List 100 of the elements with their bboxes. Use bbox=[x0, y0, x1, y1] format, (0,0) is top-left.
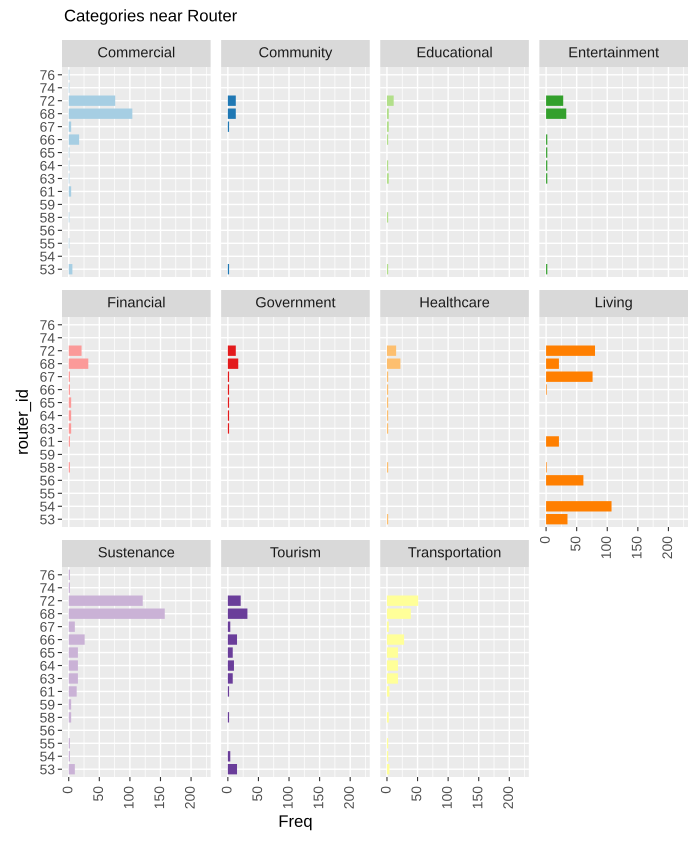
y-tick-label: 59 bbox=[40, 200, 54, 210]
bar bbox=[546, 436, 559, 447]
y-tick-label: 64 bbox=[40, 660, 55, 671]
bar bbox=[546, 514, 568, 524]
y-tick-label: 53 bbox=[40, 514, 54, 524]
y-tick-label: 68 bbox=[40, 609, 54, 619]
chart-title: Commercial bbox=[98, 46, 174, 58]
x-tick-label: 50 bbox=[93, 786, 104, 801]
bar bbox=[68, 596, 143, 606]
bar bbox=[228, 660, 234, 671]
bar bbox=[386, 673, 398, 684]
y-tick-label: 64 bbox=[40, 410, 55, 421]
y-tick-label: 61 bbox=[40, 686, 54, 697]
bar bbox=[386, 764, 390, 774]
chart-title: Healthcare bbox=[420, 296, 490, 308]
chart-title: Financial bbox=[108, 296, 165, 308]
x-tick-label: 150 bbox=[632, 536, 642, 558]
chart-title: Tourism bbox=[270, 546, 320, 558]
bar bbox=[386, 596, 418, 606]
bar bbox=[386, 647, 398, 658]
bar bbox=[68, 397, 72, 408]
bar bbox=[546, 346, 596, 356]
chart-title: Government bbox=[256, 297, 336, 308]
bar bbox=[228, 596, 241, 606]
y-tick-label: 54 bbox=[40, 502, 55, 512]
y-tick-label: 54 bbox=[40, 252, 55, 262]
y-tick-label: 56 bbox=[40, 226, 54, 236]
x-tick-label: 0 bbox=[62, 786, 72, 794]
y-tick-label: 65 bbox=[40, 398, 54, 408]
bar bbox=[68, 410, 72, 421]
x-tick-label: 200 bbox=[662, 536, 672, 558]
y-tick-label: 74 bbox=[40, 83, 55, 93]
chart-title: Transportation bbox=[408, 546, 500, 560]
chart-title: Community bbox=[259, 46, 332, 60]
bar bbox=[68, 186, 72, 197]
y-tick-label: 74 bbox=[40, 333, 55, 343]
bar bbox=[68, 686, 77, 697]
y-tick-label: 63 bbox=[40, 674, 54, 684]
bar bbox=[68, 673, 78, 684]
x-tick-label: 0 bbox=[540, 536, 550, 544]
bar bbox=[68, 634, 85, 645]
y-tick-label: 76 bbox=[40, 320, 54, 330]
bar bbox=[546, 358, 559, 369]
bar bbox=[68, 134, 80, 145]
bar bbox=[386, 634, 404, 645]
x-tick-label: 100 bbox=[282, 786, 293, 808]
bar bbox=[68, 699, 72, 710]
bar bbox=[386, 660, 398, 671]
bar bbox=[228, 764, 238, 774]
y-tick-label: 72 bbox=[40, 96, 54, 106]
bar bbox=[386, 686, 390, 697]
x-tick-label: 0 bbox=[222, 786, 232, 794]
y-tick-label: 53 bbox=[40, 764, 54, 774]
y-axis-title: router_id bbox=[16, 390, 32, 454]
y-tick-label: 66 bbox=[40, 134, 54, 145]
bar bbox=[68, 608, 165, 619]
x-tick-label: 0 bbox=[380, 786, 391, 794]
y-tick-label: 56 bbox=[40, 726, 54, 736]
x-tick-label: 100 bbox=[601, 536, 611, 558]
x-tick-label: 100 bbox=[124, 786, 134, 808]
y-tick-label: 66 bbox=[40, 384, 54, 395]
bar bbox=[228, 621, 230, 632]
x-tick-label: 50 bbox=[252, 786, 262, 801]
y-tick-label: 61 bbox=[40, 436, 54, 447]
y-tick-label: 66 bbox=[40, 634, 54, 645]
y-tick-label: 58 bbox=[40, 462, 54, 473]
x-tick-label: 150 bbox=[313, 786, 324, 808]
y-tick-label: 74 bbox=[40, 583, 55, 593]
bar bbox=[68, 423, 72, 434]
y-tick-label: 67 bbox=[40, 122, 54, 132]
x-tick-label: 200 bbox=[344, 786, 354, 808]
bar bbox=[68, 358, 88, 369]
chart-title: Living bbox=[596, 296, 632, 310]
y-tick-label: 56 bbox=[40, 476, 54, 486]
bar bbox=[228, 608, 248, 619]
bar bbox=[68, 264, 72, 274]
y-tick-label: 63 bbox=[40, 174, 54, 184]
y-tick-label: 67 bbox=[40, 622, 54, 632]
text: Categories near Router bbox=[64, 9, 237, 25]
y-tick-label: 76 bbox=[40, 70, 54, 80]
bar bbox=[546, 475, 584, 486]
y-tick-label: 67 bbox=[40, 372, 54, 382]
y-tick-label: 53 bbox=[40, 264, 54, 274]
y-tick-label: 72 bbox=[40, 346, 54, 356]
x-tick-label: 100 bbox=[442, 786, 452, 808]
x-axis-title: Freq bbox=[280, 815, 312, 830]
x-tick-label: 200 bbox=[503, 786, 514, 808]
y-tick-label: 72 bbox=[40, 596, 54, 606]
y-tick-label: 55 bbox=[40, 238, 54, 248]
bar bbox=[546, 501, 612, 512]
y-tick-label: 68 bbox=[40, 359, 54, 369]
chart-title: Educational bbox=[418, 46, 492, 58]
bar bbox=[68, 764, 75, 774]
x-tick-label: 150 bbox=[154, 786, 164, 808]
chart-title: Entertainment bbox=[569, 46, 659, 58]
y-tick-label: 68 bbox=[40, 109, 54, 119]
bar bbox=[228, 634, 238, 645]
x-tick-label: 50 bbox=[570, 536, 580, 551]
y-tick-label: 63 bbox=[40, 424, 54, 434]
x-tick-label: 200 bbox=[184, 786, 195, 808]
